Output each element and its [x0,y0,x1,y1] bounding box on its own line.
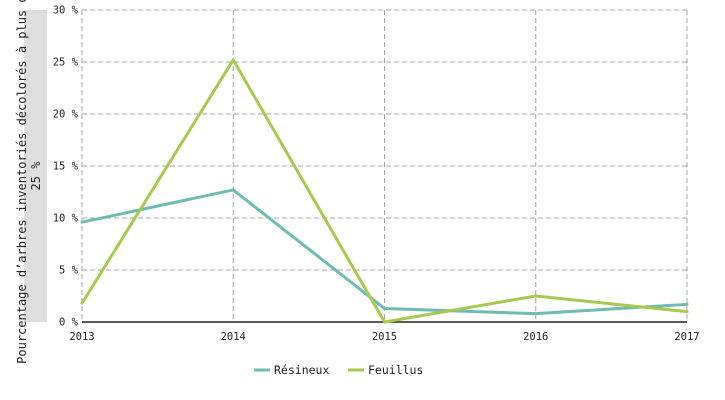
legend-label[interactable]: Feuillus [368,363,423,377]
y-tick-label: 20 % [53,109,79,121]
series-line-feuillus [80,58,689,324]
series-line-résineux [80,188,689,316]
x-axis-ticks: 2013 2014 2015 2016 2017 [69,331,699,343]
grid [81,9,688,322]
legend: Résineux Feuillus [254,363,423,377]
y-tick-label: 0 % [59,317,79,329]
y-axis-label-line-1: Pourcentage d’arbres inventoriés décolor… [15,0,29,364]
x-tick-label: 2016 [523,331,548,343]
x-tick-label: 2017 [674,331,699,343]
legend-label[interactable]: Résineux [274,363,329,377]
x-tick-label: 2013 [69,331,94,343]
y-tick-label: 30 % [53,5,79,17]
y-tick-label: 25 % [53,57,79,69]
y-tick-label: 5 % [59,265,79,277]
y-tick-label: 15 % [53,161,79,173]
x-tick-label: 2014 [221,331,246,343]
y-axis-ticks: 0 % 5 % 10 % 15 % 20 % 25 % 30 % [53,5,79,329]
x-tick-label: 2015 [372,331,397,343]
y-tick-label: 10 % [53,213,79,225]
y-axis-label: Pourcentage d’arbres inventoriés décolor… [15,0,43,364]
series [80,58,689,324]
y-axis-label-line-2: 25 % [29,161,43,191]
ylabel-background [24,10,47,322]
